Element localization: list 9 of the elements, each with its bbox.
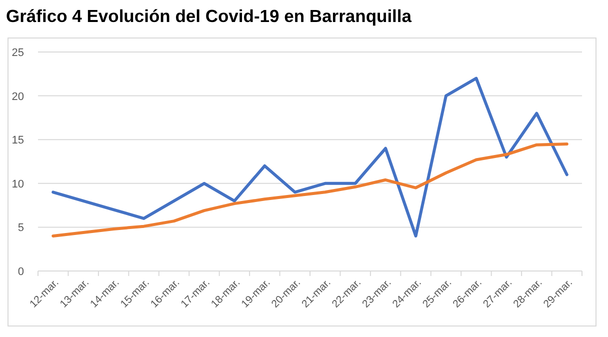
y-tick-label: 5 [18, 222, 24, 234]
y-tick-label: 10 [12, 178, 24, 190]
y-tick-label: 25 [12, 47, 24, 59]
y-tick-label: 0 [18, 266, 24, 278]
chart-title: Gráfico 4 Evolución del Covid-19 en Barranquilla [6, 6, 412, 26]
y-tick-label: 15 [12, 134, 24, 147]
line-series [52, 142, 568, 238]
y-tick-label: 20 [12, 90, 24, 103]
line-series [52, 76, 568, 238]
